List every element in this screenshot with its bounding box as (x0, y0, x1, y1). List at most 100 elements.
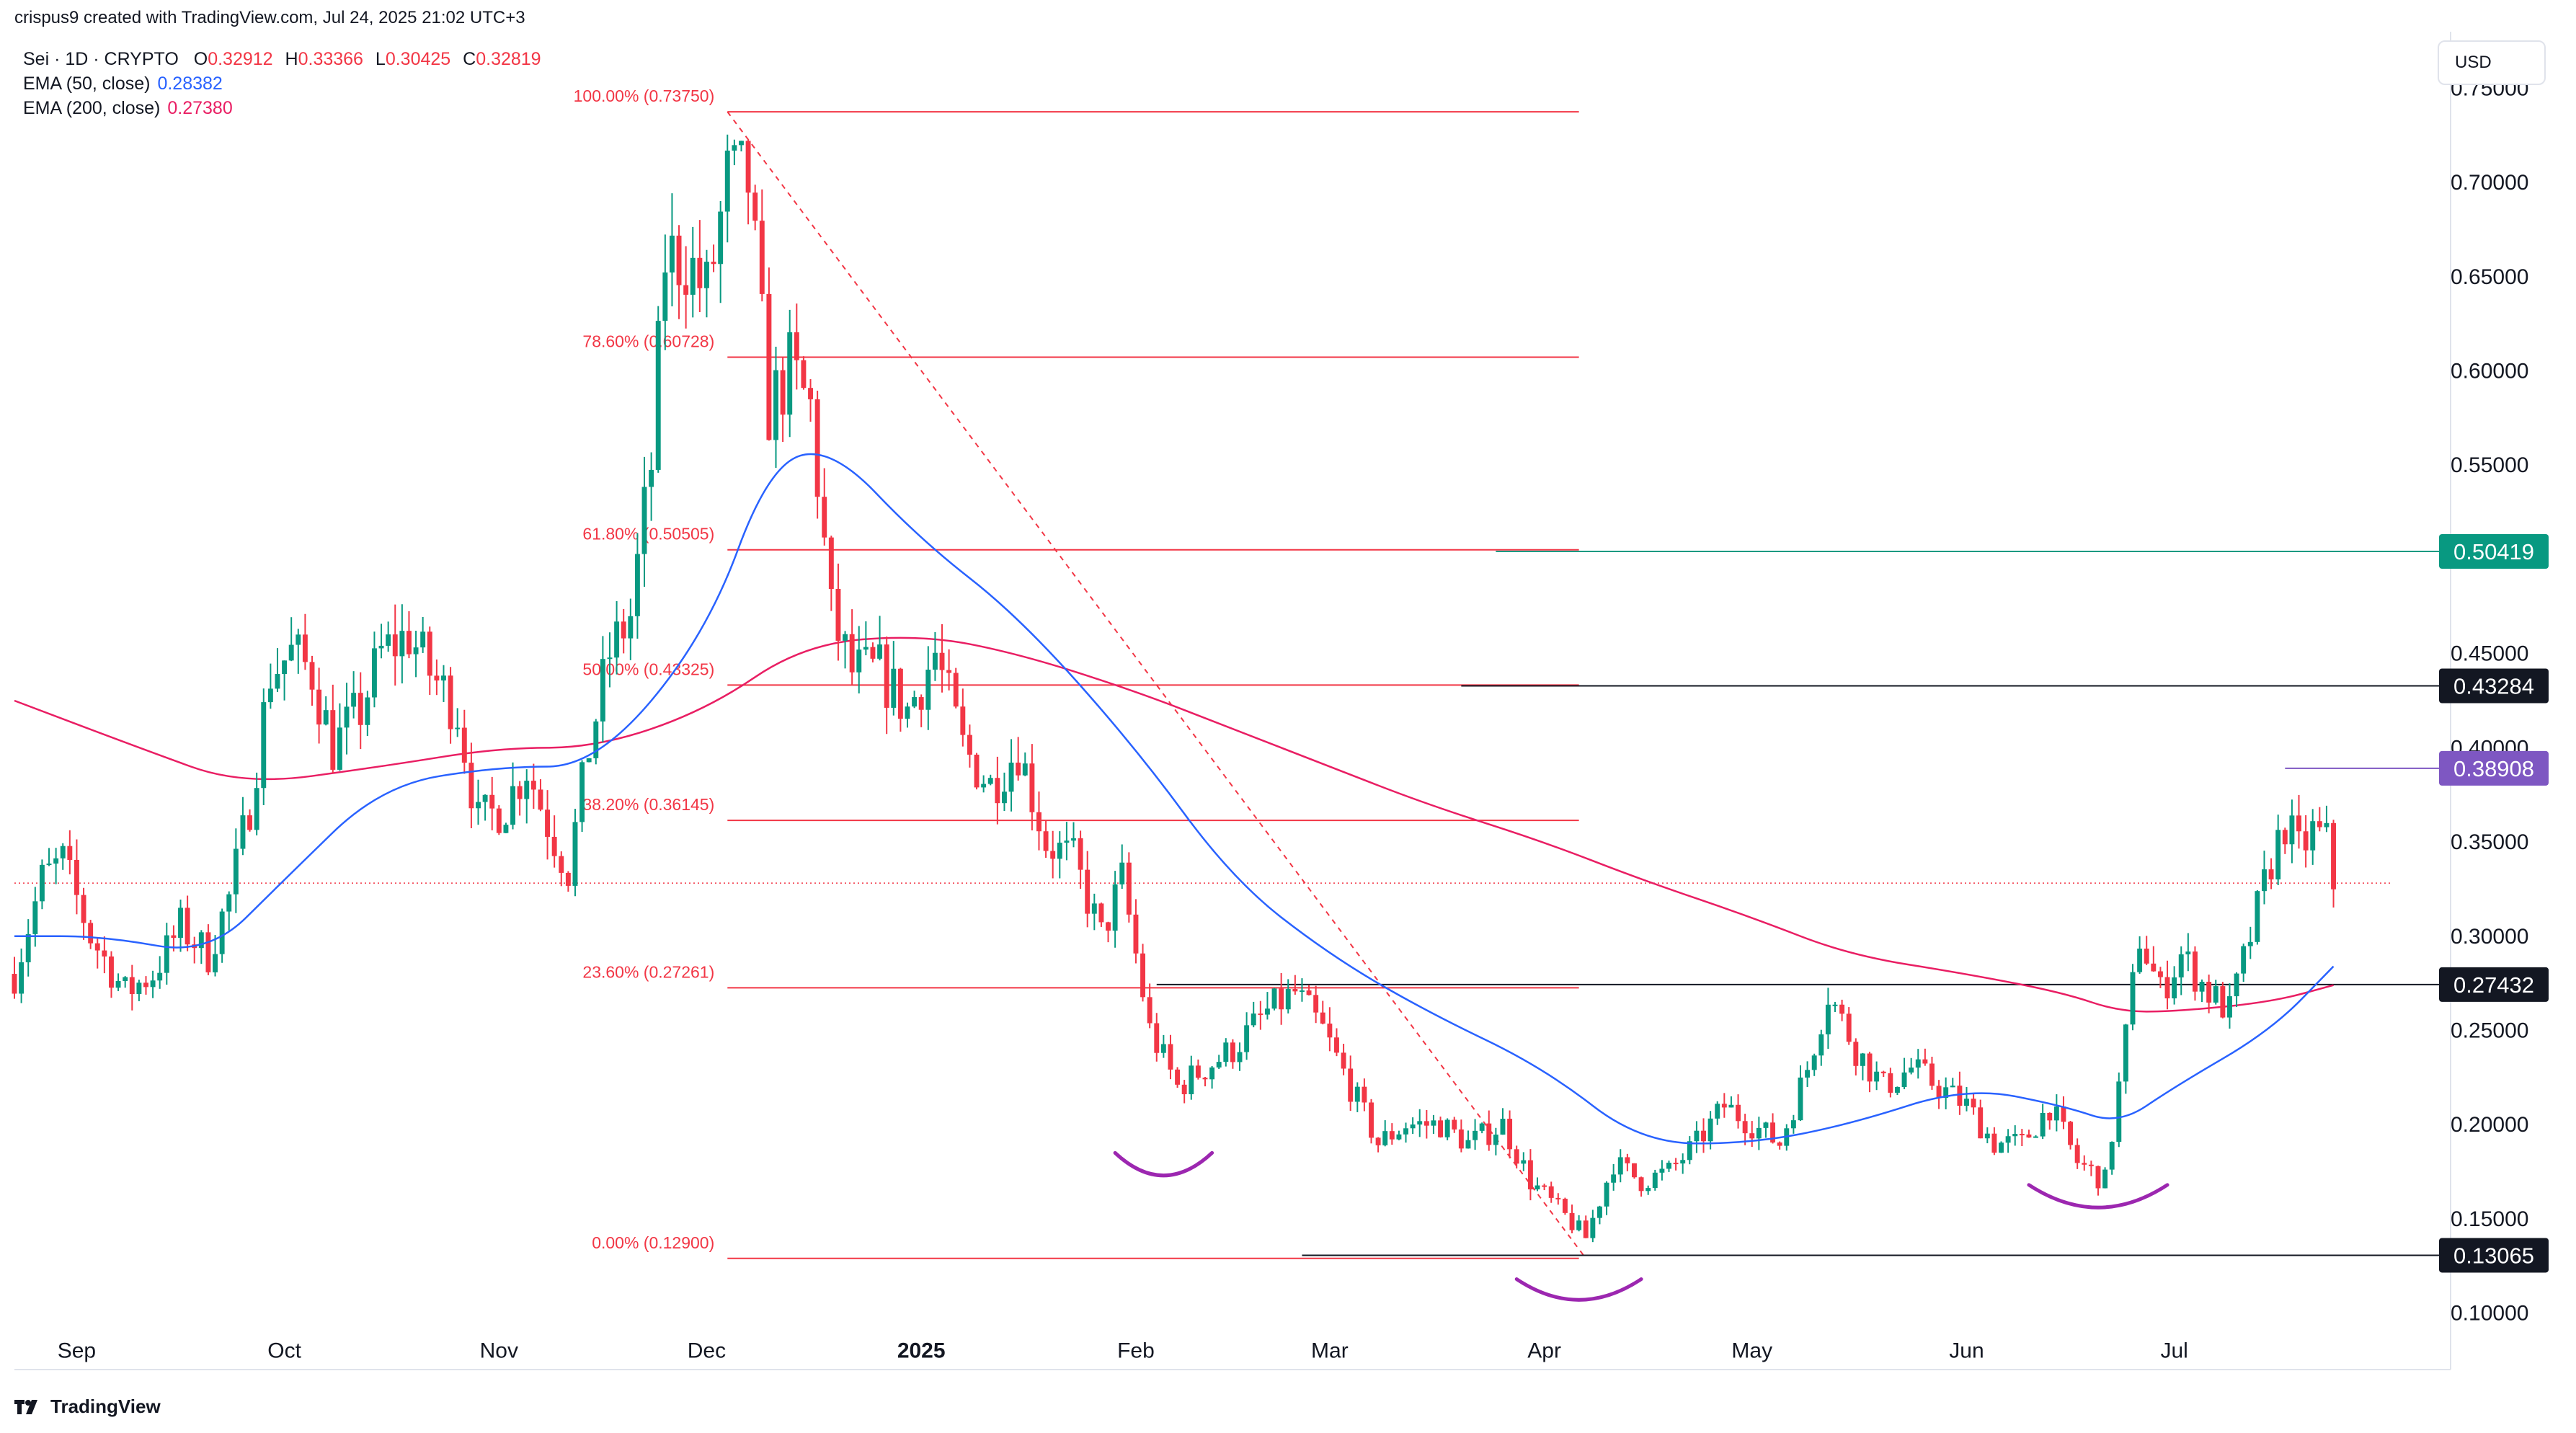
candle-body (1860, 1053, 1865, 1066)
candle-body (198, 932, 204, 949)
time-axis[interactable]: Sep Oct Nov Dec 2025 Feb Mar Apr May Jun Jul (58, 1339, 2188, 1363)
candle-body (794, 332, 799, 360)
candle-body (510, 786, 515, 825)
candle-body (2255, 891, 2260, 942)
ema200-series (14, 636, 2334, 1013)
ohlc-close: 0.32819 (476, 49, 541, 69)
fibonacci-retracement[interactable]: 100.00% (0.73750) 78.60% (0.60728) 61.80% … (574, 86, 1587, 1259)
candle-body (1991, 1133, 1997, 1153)
candle-body (1327, 1024, 1333, 1038)
candle-body (662, 272, 668, 321)
ema200-value: 0.27380 (167, 98, 233, 118)
x-tick-label: Apr (1527, 1339, 1561, 1363)
y-tick-label: 0.65000 (2451, 265, 2528, 289)
candle-body (2324, 822, 2329, 828)
candle-body (918, 697, 924, 710)
candle-body (461, 727, 467, 763)
candle-body (46, 864, 52, 866)
candle-body (1790, 1120, 1796, 1129)
candle-body (1444, 1119, 1450, 1137)
candle-body (67, 846, 73, 860)
candle-body (1168, 1044, 1173, 1070)
candle-body (2310, 821, 2316, 851)
candle-body (2095, 1166, 2101, 1189)
candle-body (1362, 1086, 1367, 1103)
horizontal-lines[interactable] (14, 550, 2448, 1256)
candle-body (1542, 1185, 1547, 1187)
candle-body (891, 668, 897, 708)
pattern-arcs[interactable] (1113, 1150, 2169, 1302)
candle-body (2331, 822, 2336, 889)
candle-body (1756, 1127, 1762, 1139)
tradingview-logo-icon (14, 1399, 37, 1414)
price-tag-box (2439, 533, 2549, 569)
candle-body (219, 911, 225, 954)
candle-body (517, 786, 523, 799)
candle-body (468, 763, 474, 809)
candle-body (1403, 1128, 1408, 1135)
candle-body (780, 370, 786, 415)
candle-body (1022, 763, 1028, 776)
symbol-legend: Sei · 1D · CRYPTO O0.32912 H0.33366 L0.3… (23, 49, 541, 70)
ema50-value: 0.28382 (157, 74, 223, 94)
candle-body (2116, 1081, 2122, 1143)
rounded-bottom-arc (1514, 1277, 1643, 1302)
candle-body (1057, 843, 1062, 859)
candle-body (1874, 1071, 1880, 1082)
candle-body (967, 735, 972, 755)
candle-body (1119, 862, 1125, 884)
candle-body (1555, 1197, 1561, 1199)
candle-body (1832, 1004, 1838, 1006)
candle-body (1666, 1163, 1671, 1169)
candle-body (1659, 1168, 1665, 1173)
y-tick-label: 0.20000 (2451, 1113, 2528, 1137)
candle-body (1008, 762, 1014, 792)
candle-body (607, 657, 613, 660)
candle-body (1562, 1199, 1568, 1213)
candle-body (448, 675, 453, 729)
candle-body (718, 211, 724, 265)
ohlc-open-label: O (193, 49, 208, 69)
candle-body (19, 962, 25, 994)
candle-body (115, 981, 121, 988)
y-tick-label: 0.15000 (2451, 1207, 2528, 1231)
y-tick-label: 0.25000 (2451, 1019, 2528, 1042)
candle-body (884, 644, 889, 708)
candle-body (1029, 763, 1035, 812)
candle-body (1984, 1133, 1990, 1139)
candle-body (1736, 1104, 1741, 1122)
price-tag-label: 0.43284 (2453, 674, 2534, 699)
price-axis[interactable]: 0.10000 0.15000 0.20000 0.25000 0.30000 0.350… (2451, 76, 2528, 1325)
fib-level-label: 78.60% (0.60728) (582, 332, 714, 351)
candle-body (2317, 821, 2322, 828)
candle-body (1611, 1174, 1617, 1183)
tradingview-brand[interactable]: TradingView (14, 1396, 161, 1418)
candle-body (455, 727, 461, 729)
candle-body (1943, 1087, 1949, 1099)
candle-body (1016, 762, 1021, 776)
candle-body (32, 901, 38, 934)
fib-level-label: 100.00% (0.73750) (574, 86, 715, 105)
candle-body (2192, 951, 2198, 992)
candle-body (88, 923, 94, 944)
candle-body (801, 360, 807, 389)
candle-body (2061, 1106, 2066, 1122)
candle-body (1486, 1123, 1492, 1145)
candle-body (593, 721, 599, 758)
y-tick-label: 0.10000 (2451, 1302, 2528, 1326)
y-tick-label: 0.30000 (2451, 925, 2528, 949)
candle-body (960, 706, 966, 735)
candle-body (1091, 903, 1097, 914)
candle-body (1846, 1013, 1852, 1042)
candle-body (344, 706, 350, 728)
candle-body (2289, 815, 2295, 845)
candle-body (39, 864, 45, 902)
candle-body (1050, 851, 1056, 859)
candle-body (267, 688, 273, 703)
candle-body (1500, 1119, 1506, 1135)
candle-body (12, 974, 17, 994)
x-tick-label: Dec (688, 1339, 726, 1363)
currency-selector[interactable]: USD (2438, 40, 2546, 85)
candle-body (1652, 1172, 1658, 1189)
